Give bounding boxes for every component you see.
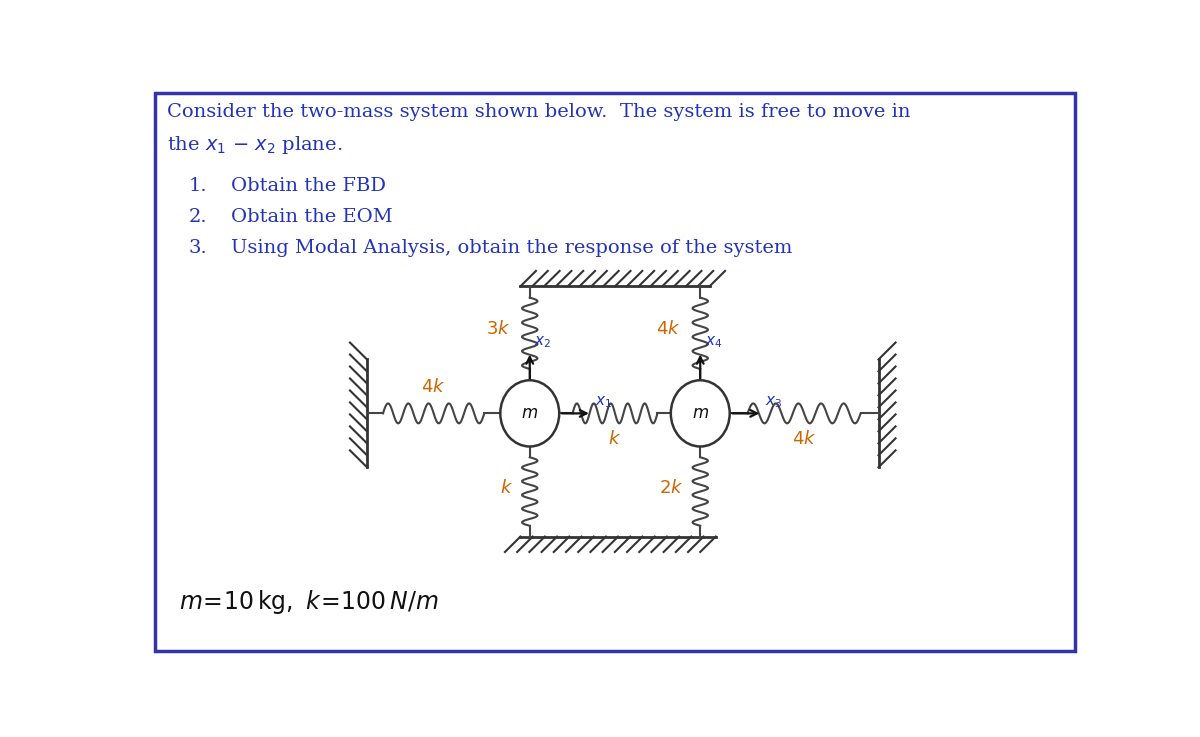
Text: $k$: $k$ [608,430,622,448]
Text: $4k$: $4k$ [421,378,446,397]
FancyBboxPatch shape [155,93,1075,652]
Text: $m\!=\!10\,\mathrm{kg},\ k\!=\!100\,N/m$: $m\!=\!10\,\mathrm{kg},\ k\!=\!100\,N/m$ [180,588,439,616]
Text: $x_1$: $x_1$ [595,394,612,411]
Text: 3.: 3. [188,239,208,256]
Text: $k$: $k$ [499,479,512,497]
Text: $x_4$: $x_4$ [704,335,722,350]
Text: $4k$: $4k$ [792,430,816,448]
Text: Obtain the EOM: Obtain the EOM [232,208,394,226]
Text: $m$: $m$ [521,405,539,422]
Text: Using Modal Analysis, obtain the response of the system: Using Modal Analysis, obtain the respons… [232,239,793,256]
Ellipse shape [500,380,559,447]
Text: 1.: 1. [188,177,208,195]
Text: $2k$: $2k$ [659,479,683,497]
Text: 2.: 2. [188,208,208,226]
Text: $x_2$: $x_2$ [534,335,552,350]
Text: $x_3$: $x_3$ [766,394,782,411]
Text: $4k$: $4k$ [656,321,680,338]
Text: $3k$: $3k$ [486,321,510,338]
Ellipse shape [671,380,730,447]
Text: $m$: $m$ [691,405,709,422]
Text: Obtain the FBD: Obtain the FBD [232,177,386,195]
Text: Consider the two-mass system shown below.  The system is free to move in: Consider the two-mass system shown below… [167,103,911,121]
Text: the $x_1$ $-$ $x_2$ plane.: the $x_1$ $-$ $x_2$ plane. [167,134,342,156]
